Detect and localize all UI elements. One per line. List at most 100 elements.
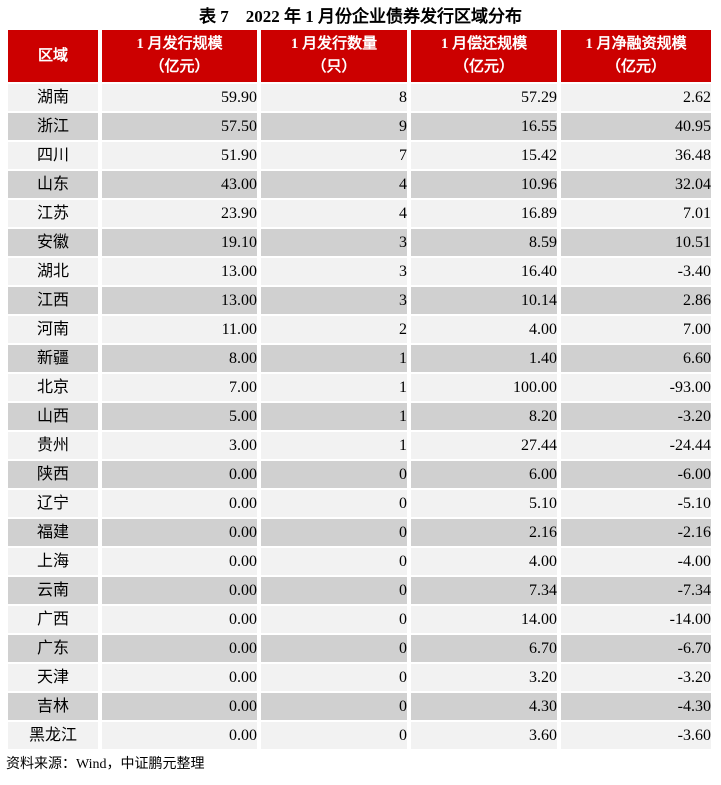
value-cell: 3.60 [411,722,557,749]
value-cell: 1 [261,374,407,401]
value-cell: 57.50 [102,113,257,140]
value-cell: 7.00 [102,374,257,401]
region-cell: 湖北 [8,258,98,285]
value-cell: -6.00 [561,461,711,488]
value-cell: 13.00 [102,258,257,285]
region-cell: 黑龙江 [8,722,98,749]
column-header-label: 1 月偿还规模 [440,36,528,52]
region-cell: 河南 [8,316,98,343]
value-cell: 1 [261,345,407,372]
region-cell: 山西 [8,403,98,430]
table-row: 福建 0.00 0 2.16 -2.16 [8,519,711,546]
value-cell: 3.00 [102,432,257,459]
value-cell: 8.59 [411,229,557,256]
value-cell: 43.00 [102,171,257,198]
value-cell: 2.16 [411,519,557,546]
region-cell: 贵州 [8,432,98,459]
value-cell: 4.00 [411,316,557,343]
value-cell: -6.70 [561,635,711,662]
value-cell: 59.90 [102,84,257,111]
table-row: 黑龙江 0.00 0 3.60 -3.60 [8,722,711,749]
value-cell: 7.01 [561,200,711,227]
table-row: 上海 0.00 0 4.00 -4.00 [8,548,711,575]
value-cell: 100.00 [411,374,557,401]
region-cell: 广东 [8,635,98,662]
value-cell: 3 [261,287,407,314]
value-cell: 16.40 [411,258,557,285]
value-cell: 0 [261,577,407,604]
column-header-1: 1 月发行规模 （亿元） [102,30,257,82]
value-cell: 3 [261,229,407,256]
value-cell: 57.29 [411,84,557,111]
value-cell: 13.00 [102,287,257,314]
value-cell: -4.00 [561,548,711,575]
table-row: 陕西 0.00 0 6.00 -6.00 [8,461,711,488]
column-header-unit: （亿元） [453,59,514,75]
column-header-label: 1 月发行规模 [136,36,223,52]
value-cell: -3.60 [561,722,711,749]
column-header-unit: （只） [311,59,357,75]
table-row: 湖南 59.90 8 57.29 2.62 [8,84,711,111]
value-cell: 0.00 [102,606,257,633]
value-cell: 0.00 [102,519,257,546]
value-cell: 1 [261,432,407,459]
table-row: 云南 0.00 0 7.34 -7.34 [8,577,711,604]
value-cell: 10.96 [411,171,557,198]
value-cell: 0 [261,664,407,691]
region-cell: 江西 [8,287,98,314]
column-header-label: 1 月发行数量 [290,36,378,52]
value-cell: 3.20 [411,664,557,691]
value-cell: 0.00 [102,461,257,488]
value-cell: 0.00 [102,577,257,604]
table-row: 山东 43.00 4 10.96 32.04 [8,171,711,198]
value-cell: 36.48 [561,142,711,169]
value-cell: 40.95 [561,113,711,140]
value-cell: -3.20 [561,664,711,691]
value-cell: -4.30 [561,693,711,720]
value-cell: 7 [261,142,407,169]
value-cell: 0 [261,461,407,488]
value-cell: 6.00 [411,461,557,488]
column-header-2: 1 月发行数量 （只） [261,30,407,82]
value-cell: 23.90 [102,200,257,227]
value-cell: 0 [261,490,407,517]
value-cell: 7.34 [411,577,557,604]
value-cell: 1.40 [411,345,557,372]
region-cell: 陕西 [8,461,98,488]
value-cell: 4 [261,200,407,227]
value-cell: 6.70 [411,635,557,662]
table-row: 山西 5.00 1 8.20 -3.20 [8,403,711,430]
value-cell: 16.55 [411,113,557,140]
value-cell: 0.00 [102,693,257,720]
value-cell: 14.00 [411,606,557,633]
table-row: 贵州 3.00 1 27.44 -24.44 [8,432,711,459]
value-cell: 0 [261,519,407,546]
table-row: 浙江 57.50 9 16.55 40.95 [8,113,711,140]
value-cell: 2.62 [561,84,711,111]
value-cell: -24.44 [561,432,711,459]
column-header-unit: （亿元） [149,59,210,75]
table-row: 北京 7.00 1 100.00 -93.00 [8,374,711,401]
value-cell: 0 [261,548,407,575]
value-cell: 16.89 [411,200,557,227]
value-cell: -3.20 [561,403,711,430]
header-row: 区域 1 月发行规模 （亿元） 1 月发行数量 （只） 1 月偿还规模 （亿元） 1 月净融资… [8,30,711,82]
value-cell: -3.40 [561,258,711,285]
region-cell: 吉林 [8,693,98,720]
table-title: 表 7 2022 年 1 月份企业债券发行区域分布 [199,7,522,26]
table-row: 安徽 19.10 3 8.59 10.51 [8,229,711,256]
region-cell: 安徽 [8,229,98,256]
table-row: 辽宁 0.00 0 5.10 -5.10 [8,490,711,517]
table-row: 天津 0.00 0 3.20 -3.20 [8,664,711,691]
value-cell: -5.10 [561,490,711,517]
value-cell: 15.42 [411,142,557,169]
column-header-3: 1 月偿还规模 （亿元） [411,30,557,82]
region-cell: 上海 [8,548,98,575]
value-cell: -14.00 [561,606,711,633]
value-cell: 5.10 [411,490,557,517]
column-header-unit: （亿元） [605,59,666,75]
region-cell: 四川 [8,142,98,169]
value-cell: 4 [261,171,407,198]
value-cell: 4.30 [411,693,557,720]
